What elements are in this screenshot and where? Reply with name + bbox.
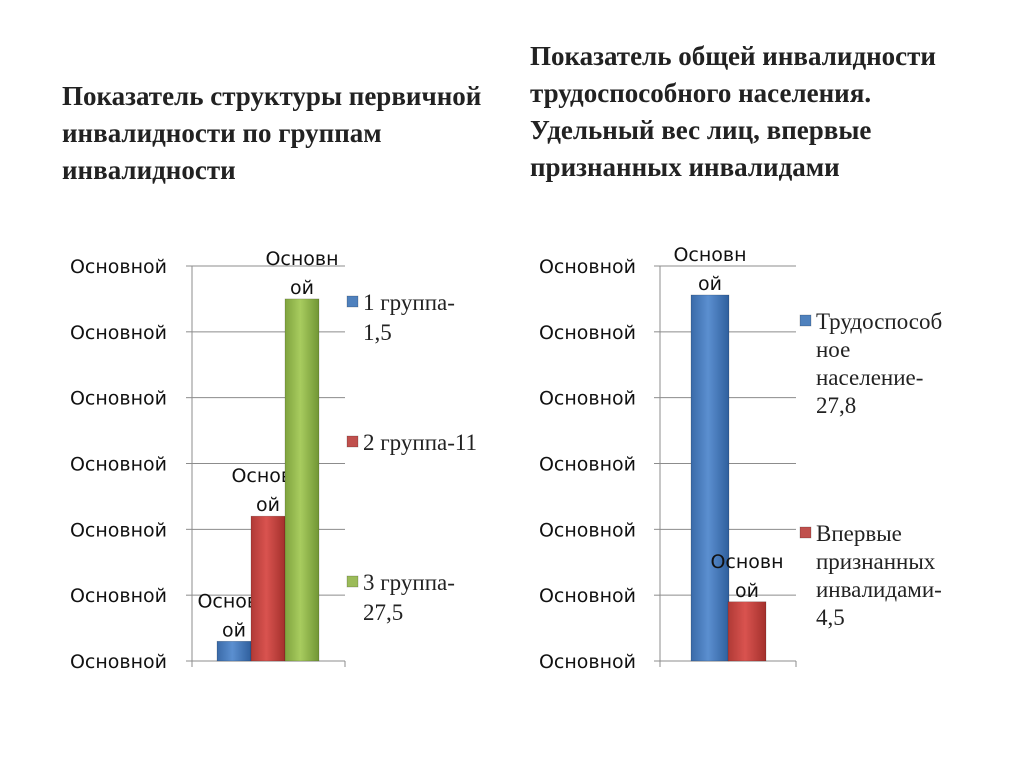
bar-3 (284, 298, 320, 662)
data-label: ой (735, 580, 759, 602)
legend-swatch (346, 435, 359, 448)
legend-entry: 3 группа- (363, 570, 455, 595)
legend-entry: Трудоспособ (816, 309, 942, 334)
y-tick-label: Основной (70, 454, 167, 476)
y-tick-label: Основной (539, 322, 636, 344)
legend-swatch (799, 526, 812, 539)
legend-entry: Впервые (816, 521, 902, 546)
data-label: ой (698, 273, 722, 295)
data-label: ой (256, 494, 280, 516)
y-tick-label: Основной (70, 585, 167, 607)
chart-title-left: Показатель структуры первичной инвалидно… (62, 81, 482, 185)
data-label: ой (222, 619, 246, 641)
y-tick-label: Основной (70, 322, 167, 344)
y-tick-label: Основной (70, 256, 167, 278)
y-tick-label: Основной (539, 454, 636, 476)
data-label: Основн (265, 248, 338, 270)
legend-entry: 27,8 (816, 393, 856, 418)
chart-title-right: Показатель общей инвалидности трудоспосо… (530, 41, 936, 182)
chart-2: ОсновнойОсновнойОсновнойОсновнойОсновной… (539, 244, 942, 673)
legend-entry: 1 группа- (363, 290, 455, 315)
y-tick-label: Основной (539, 256, 636, 278)
chart-1: ОсновнойОсновнойОсновнойОсновнойОсновной… (70, 248, 477, 673)
legend-swatch (799, 314, 812, 327)
y-tick-label: Основной (70, 519, 167, 541)
legend-entry: 4,5 (816, 605, 845, 630)
legend-swatch (346, 575, 359, 588)
y-tick-label: Основной (539, 651, 636, 673)
data-label: Основн (673, 244, 746, 266)
legend-entry: 27,5 (363, 600, 403, 625)
legend-entry: ное (816, 337, 850, 362)
legend-entry: признанных (816, 549, 936, 574)
data-label: ой (290, 277, 314, 299)
y-tick-label: Основной (70, 388, 167, 410)
bar-1 (216, 640, 252, 662)
legend-entry: 2 группа-11 (363, 430, 477, 455)
legend-swatch (346, 295, 359, 308)
y-tick-label: Основной (539, 585, 636, 607)
legend-entry: инвалидами- (816, 577, 942, 602)
y-tick-label: Основной (70, 651, 167, 673)
y-tick-label: Основной (539, 388, 636, 410)
bar-1 (690, 294, 730, 662)
legend-entry: население- (816, 365, 923, 390)
bar-2 (727, 601, 767, 662)
y-tick-label: Основной (539, 519, 636, 541)
bar-2 (250, 515, 286, 662)
data-label: Основн (710, 551, 783, 573)
legend-entry: 1,5 (363, 320, 392, 345)
